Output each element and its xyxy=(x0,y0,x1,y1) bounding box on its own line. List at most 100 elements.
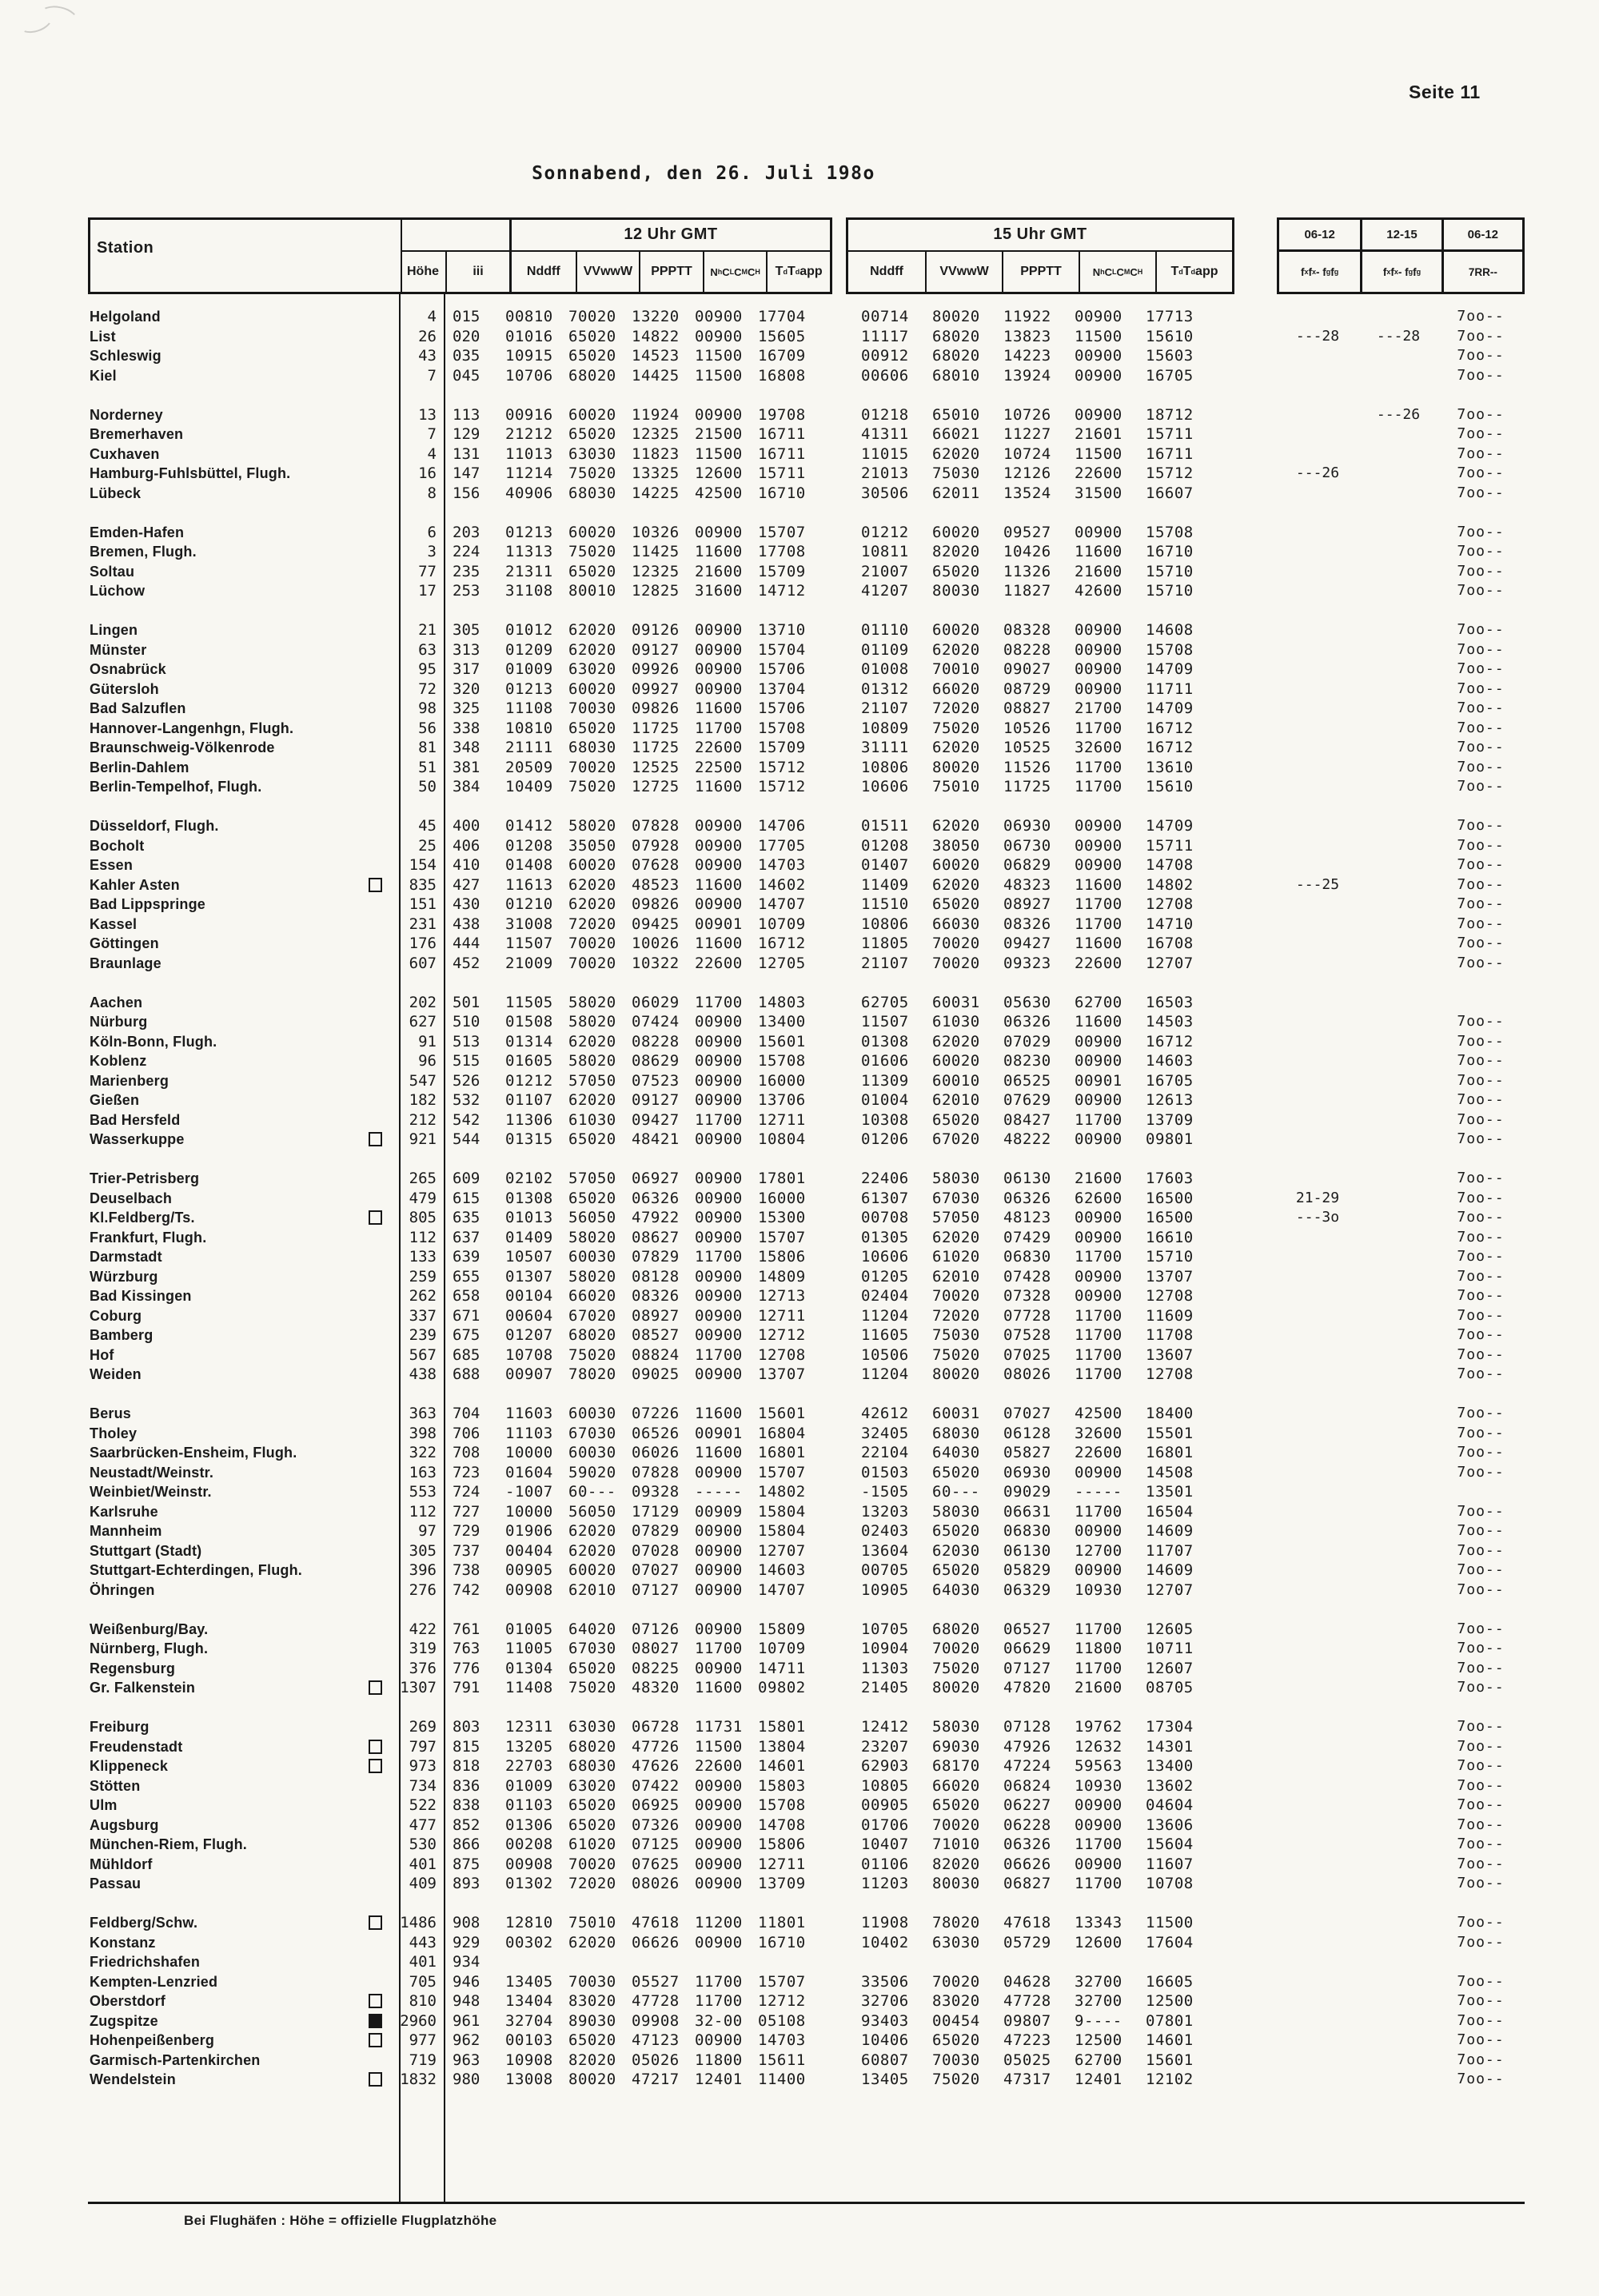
station-index: 452 xyxy=(453,954,480,972)
obs15-dewpoint: 16712 xyxy=(1146,739,1194,756)
station-name: Tholey xyxy=(90,1425,138,1441)
spacer xyxy=(1217,1012,1278,1032)
precipitation-group: 7oo-- xyxy=(1457,2051,1505,2068)
obs12-ppptt: 10326 xyxy=(632,523,680,541)
obs12-nddff: 01306 xyxy=(505,1816,553,1834)
extreme-wind-06-12 xyxy=(1278,1502,1358,1522)
precipitation-group: 7oo-- xyxy=(1457,1326,1505,1343)
station-name: Konstanz xyxy=(90,1934,156,1951)
obs12-dewpoint: 12711 xyxy=(758,1110,806,1129)
precipitation-group xyxy=(1439,1482,1522,1502)
obs12-clouds: 11600 xyxy=(695,1679,743,1696)
obs12-vvwww: 62020 xyxy=(568,1091,616,1109)
obs12-vvwww: 60020 xyxy=(568,523,616,541)
obs15-nddff: 11309 xyxy=(861,1071,909,1090)
obs15-vvwww: 65020 xyxy=(932,895,980,913)
obs12-clouds: 00901 xyxy=(695,1424,743,1442)
obs12-clouds: 00901 xyxy=(695,915,743,933)
station-height: 112 xyxy=(409,1502,437,1521)
extreme-wind-06-12 xyxy=(1278,1267,1358,1287)
table-row: Regensburg 376 776 01304 65020 08225 00900 1471… xyxy=(90,1659,1524,1679)
station-cell: Kempten-Lenzried xyxy=(90,1972,400,1992)
obs12-ppptt: 47626 xyxy=(632,1757,680,1775)
station-name: Aachen xyxy=(90,994,143,1010)
precipitation-group: 7oo-- xyxy=(1457,778,1505,795)
obs12-dewpoint: 14708 xyxy=(758,1816,806,1834)
obs15-ppptt: 07127 xyxy=(1003,1659,1051,1677)
precipitation-group: 7oo-- xyxy=(1457,1306,1505,1324)
obs12-clouds: 00900 xyxy=(695,1013,743,1030)
obs12-clouds: 00900 xyxy=(695,1620,743,1638)
station-cell: Gr. Falkenstein xyxy=(90,1678,400,1698)
station-height: 553 xyxy=(409,1483,437,1501)
spacer xyxy=(1217,699,1278,719)
station-index: 818 xyxy=(453,1757,480,1775)
spacer xyxy=(1217,2011,1278,2031)
obs15-ppptt: 47820 xyxy=(1003,1679,1051,1696)
precipitation-group: 7oo-- xyxy=(1457,1110,1505,1128)
spacer xyxy=(821,1952,861,1972)
table-row: Öhringen 276 742 00908 62010 07127 00900 14707 1… xyxy=(90,1580,1524,1600)
station-cell: Hohenpeißenberg xyxy=(90,2031,400,2051)
obs12-nddff: 00908 xyxy=(505,1580,553,1599)
obs12-ppptt: 09427 xyxy=(632,1110,680,1129)
station-cell: Berlin-Dahlem xyxy=(90,758,400,778)
station-cell: München-Riem, Flugh. xyxy=(90,1835,400,1855)
station-index: 156 xyxy=(453,484,480,502)
spacer xyxy=(821,1071,861,1091)
obs15-dewpoint: 16504 xyxy=(1146,1502,1194,1521)
obs12-dewpoint: 15803 xyxy=(758,1776,806,1795)
precipitation-group: 7oo-- xyxy=(1457,758,1505,775)
precipitation-group: 7oo-- xyxy=(1457,425,1505,442)
obs12-nddff: 02102 xyxy=(505,1170,553,1187)
obs15-vvwww: 72020 xyxy=(932,1306,980,1325)
obs15-clouds: 42500 xyxy=(1075,1405,1122,1422)
obs15-vvwww: 57050 xyxy=(932,1209,980,1226)
extreme-wind-12-15 xyxy=(1358,2070,1439,2090)
obs12-dewpoint: 13400 xyxy=(758,1013,806,1030)
spacer xyxy=(1217,934,1278,954)
obs12-dewpoint: 14603 xyxy=(758,1561,806,1579)
spacer xyxy=(821,1580,861,1600)
obs12-nddff: 10908 xyxy=(505,2051,553,2069)
station-height: 21 xyxy=(418,621,437,639)
obs15-ppptt: 08326 xyxy=(1003,915,1051,933)
column-header-nddff: Nddff xyxy=(526,265,560,278)
station-cell: Gütersloh xyxy=(90,680,400,700)
obs15-nddff: 10905 xyxy=(861,1580,909,1599)
obs12-clouds: 11600 xyxy=(695,778,743,795)
obs12-dewpoint: 14601 xyxy=(758,1757,806,1775)
obs15-dewpoint: 14603 xyxy=(1146,1052,1194,1070)
obs15-vvwww: 70030 xyxy=(932,2051,980,2069)
obs12-dewpoint: 12711 xyxy=(758,1306,806,1325)
obs15-vvwww: 70020 xyxy=(932,1816,980,1834)
obs15-vvwww: 62010 xyxy=(932,1091,980,1109)
obs15-clouds: 11700 xyxy=(1075,915,1122,933)
station-cell: Braunschweig-Völkenrode xyxy=(90,738,400,758)
extreme-wind-12-15 xyxy=(1358,1678,1439,1698)
table-row: Nürnberg, Flugh. 319 763 11005 67030 08027 117… xyxy=(90,1639,1524,1659)
spacer xyxy=(821,895,861,915)
station-name: Mannheim xyxy=(90,1523,162,1539)
spacer xyxy=(821,1443,861,1463)
obs15-ppptt: 06827 xyxy=(1003,1875,1051,1892)
obs15-vvwww: 00454 xyxy=(932,2011,980,2030)
spacer xyxy=(1217,464,1278,484)
table-row: Nürburg 627 510 01508 58020 07424 00900 13400 11… xyxy=(90,1012,1524,1032)
extreme-wind-12-15 xyxy=(1358,523,1439,543)
obs12-nddff: 11103 xyxy=(505,1424,553,1442)
obs12-nddff: 10000 xyxy=(505,1502,553,1521)
station-height: 627 xyxy=(409,1013,437,1030)
spacer xyxy=(821,562,861,582)
spacer xyxy=(821,542,861,562)
obs15-clouds: 11700 xyxy=(1075,1306,1122,1325)
obs12-nddff: 00104 xyxy=(505,1287,553,1305)
obs15-dewpoint: 18400 xyxy=(1146,1405,1194,1422)
obs12-dewpoint: 17704 xyxy=(758,308,806,325)
obs12-dewpoint: 13709 xyxy=(758,1875,806,1892)
obs12-vvwww xyxy=(568,1952,632,1972)
obs12-ppptt: 07127 xyxy=(632,1580,680,1599)
station-cell: Darmstadt xyxy=(90,1247,400,1267)
table-row: Passau 409 893 01302 72020 08026 00900 13709 112… xyxy=(90,1874,1524,1894)
